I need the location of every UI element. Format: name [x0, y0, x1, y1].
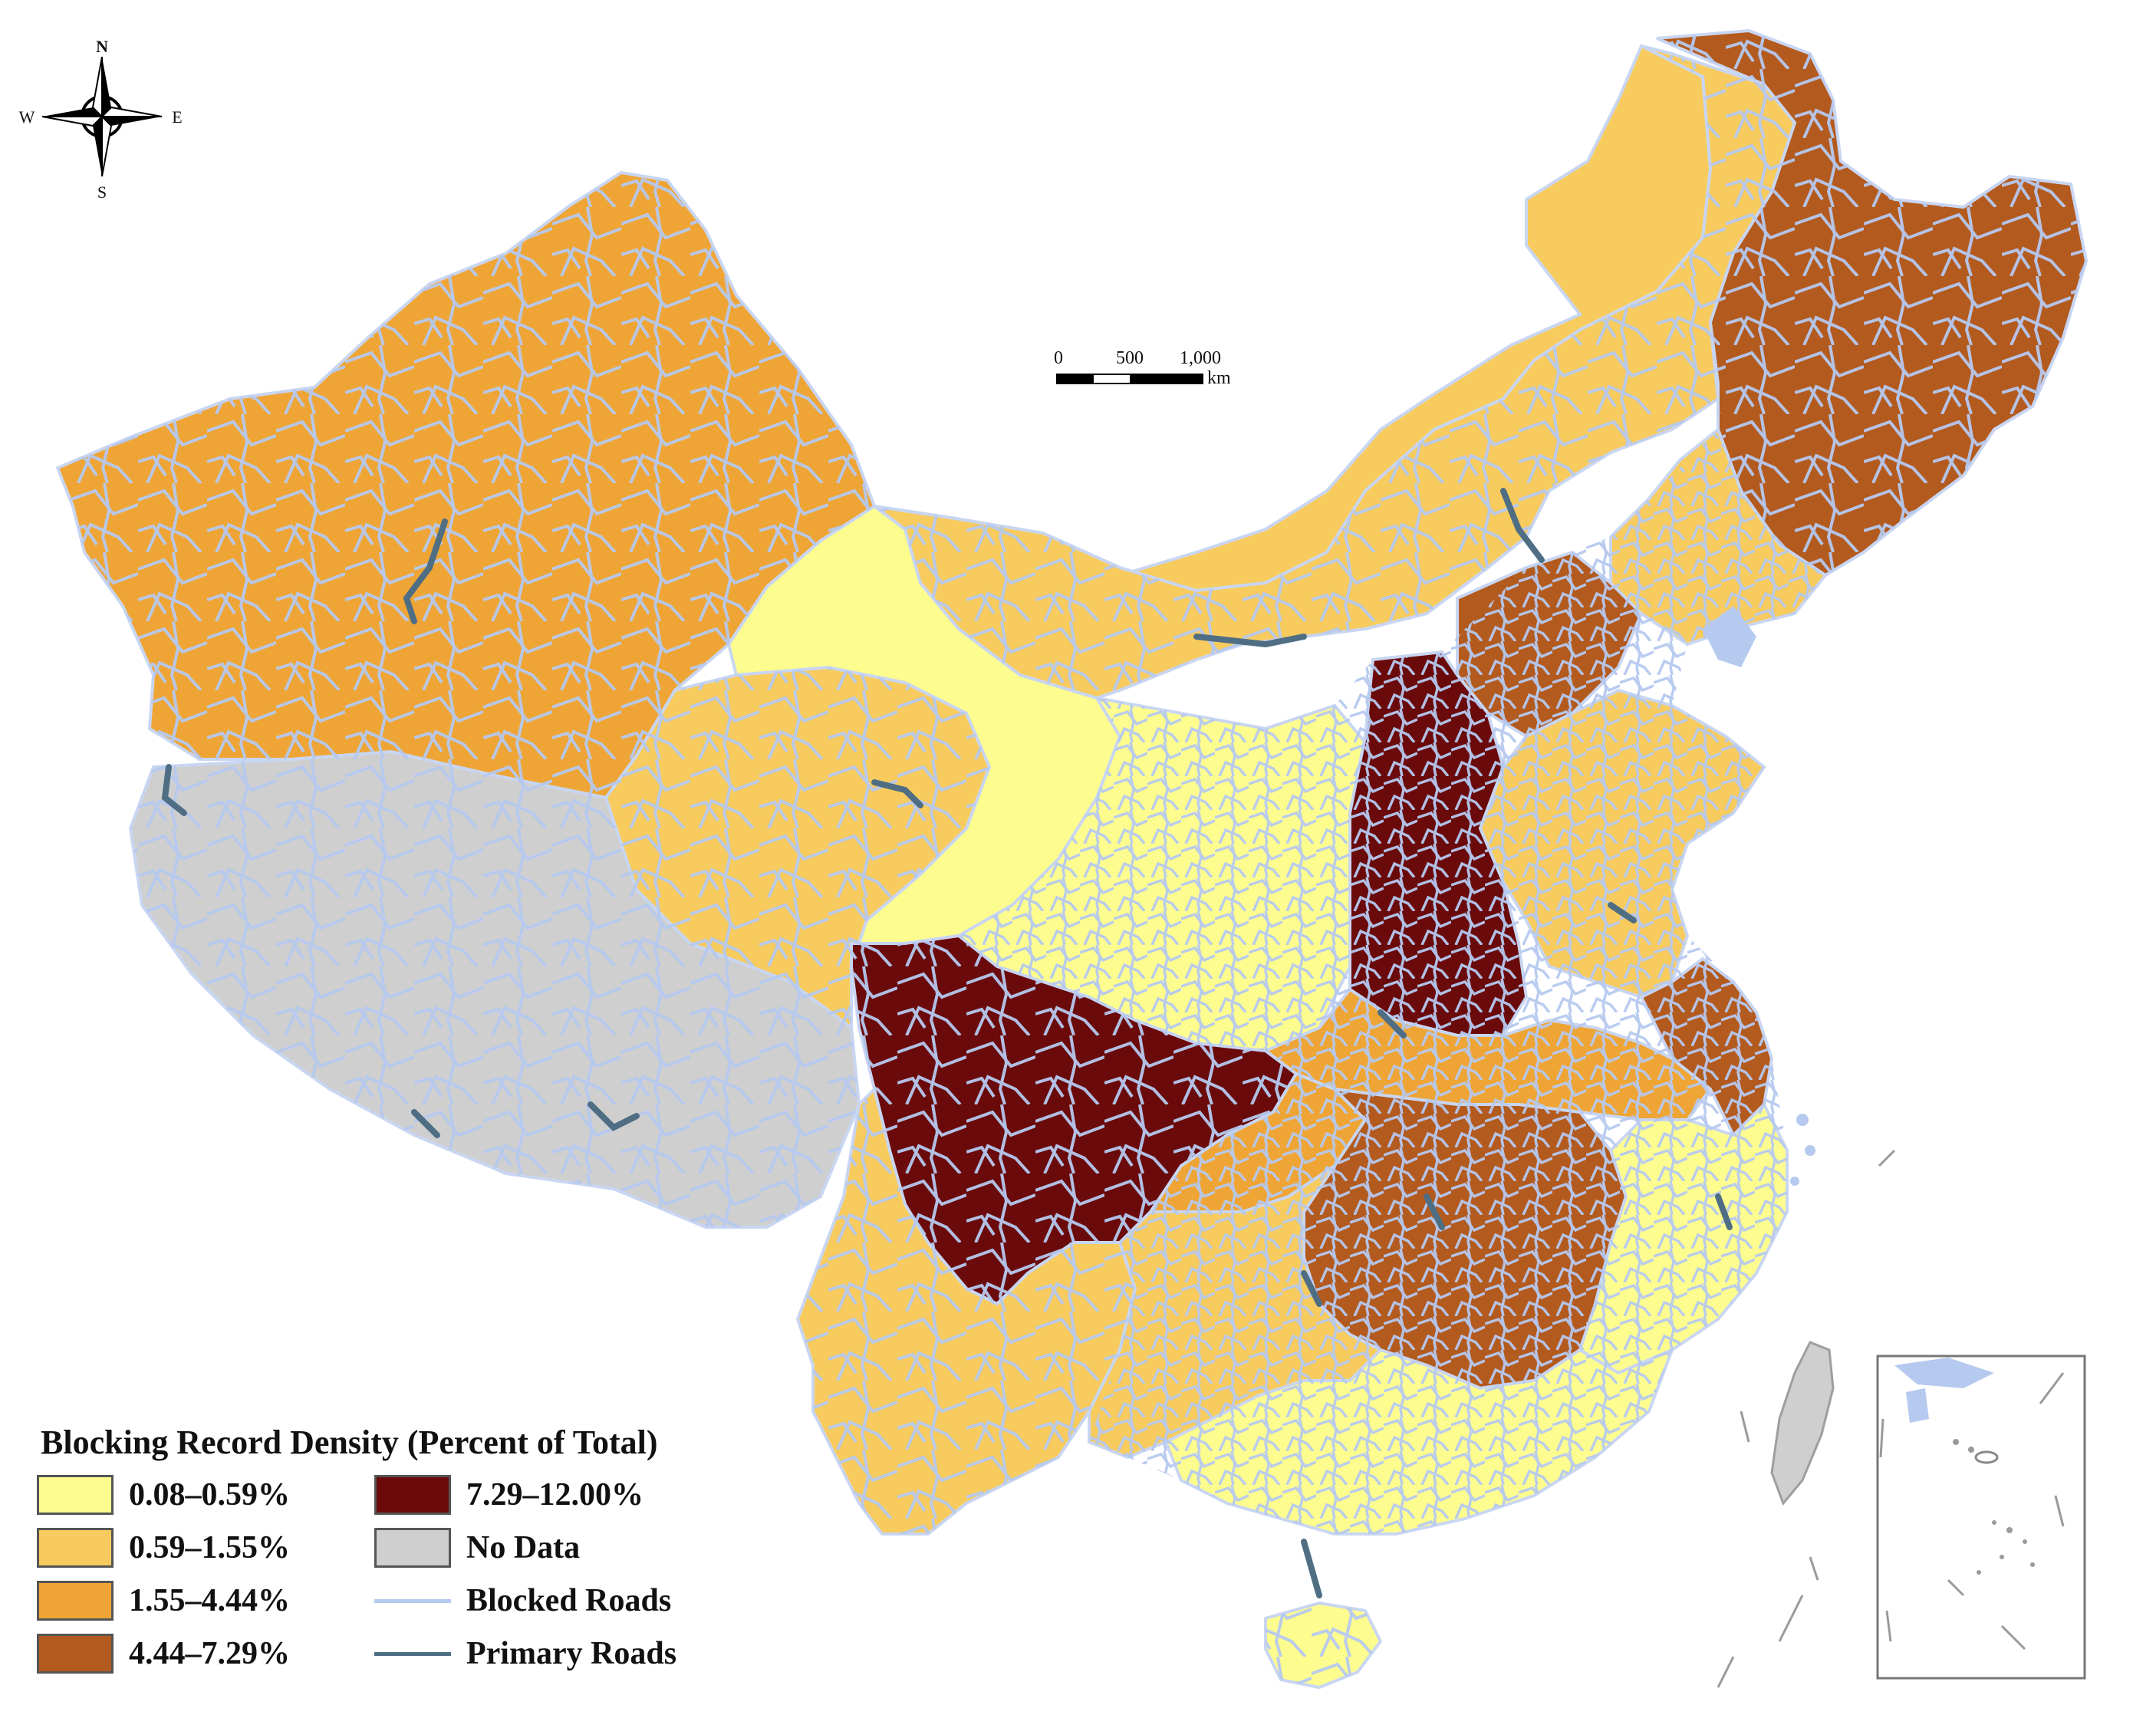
scale-tick-500: 500 — [1116, 348, 1144, 368]
compass-west-label: W — [19, 107, 35, 127]
legend-swatch — [37, 1475, 114, 1515]
scale-tick-1000: 1,000 — [1180, 348, 1221, 368]
legend-label: 0.59–1.55% — [129, 1530, 290, 1565]
legend-label: Blocked Roads — [466, 1583, 672, 1618]
sea-boundary-lines — [1717, 1149, 1896, 1688]
legend-item-class-5: 7.29–12.00% — [374, 1472, 644, 1518]
north-arrow-compass: N S E W — [19, 37, 183, 202]
coastal-islands — [1703, 606, 1815, 1186]
scale-bar: 0 500 1,000 km — [1054, 348, 1231, 388]
legend-swatch — [374, 1475, 451, 1515]
legend-item-primary-roads: Primary Roads — [374, 1631, 676, 1677]
legend-item-class-4: 4.44–7.29% — [37, 1631, 290, 1677]
legend-label: 1.55–4.44% — [129, 1583, 290, 1618]
compass-south-label: S — [97, 183, 107, 202]
scale-unit: km — [1207, 368, 1231, 388]
legend-swatch — [37, 1634, 114, 1674]
blocked-roads — [58, 31, 2086, 1687]
legend-line-swatch — [374, 1581, 451, 1621]
primary-roads — [161, 488, 1733, 1598]
legend-label: Primary Roads — [466, 1636, 677, 1671]
legend-item-class-2: 0.59–1.55% — [37, 1525, 290, 1571]
region-taiwan — [1770, 1341, 1835, 1506]
region-inner-mongolia — [874, 44, 1713, 593]
legend: Blocking Record Density (Percent of Tota… — [37, 1423, 804, 1699]
legend-item-class-3: 1.55–4.44% — [37, 1578, 290, 1624]
legend-line-swatch — [374, 1634, 451, 1674]
legend-item-no-data: No Data — [374, 1525, 580, 1571]
compass-north-label: N — [96, 37, 108, 56]
compass-east-label: E — [172, 107, 182, 127]
legend-label: 7.29–12.00% — [466, 1477, 644, 1513]
inset-map — [1876, 1355, 2086, 1680]
legend-swatch — [37, 1581, 114, 1621]
legend-label: 4.44–7.29% — [129, 1636, 290, 1671]
legend-label: 0.08–0.59% — [129, 1477, 290, 1513]
legend-item-class-1: 0.08–0.59% — [37, 1472, 290, 1518]
legend-swatch — [37, 1528, 114, 1568]
legend-label: No Data — [466, 1530, 581, 1565]
legend-swatch — [374, 1528, 451, 1568]
legend-item-blocked-roads: Blocked Roads — [374, 1578, 671, 1624]
legend-title: Blocking Record Density (Percent of Tota… — [41, 1424, 658, 1461]
scale-tick-0: 0 — [1054, 348, 1063, 368]
